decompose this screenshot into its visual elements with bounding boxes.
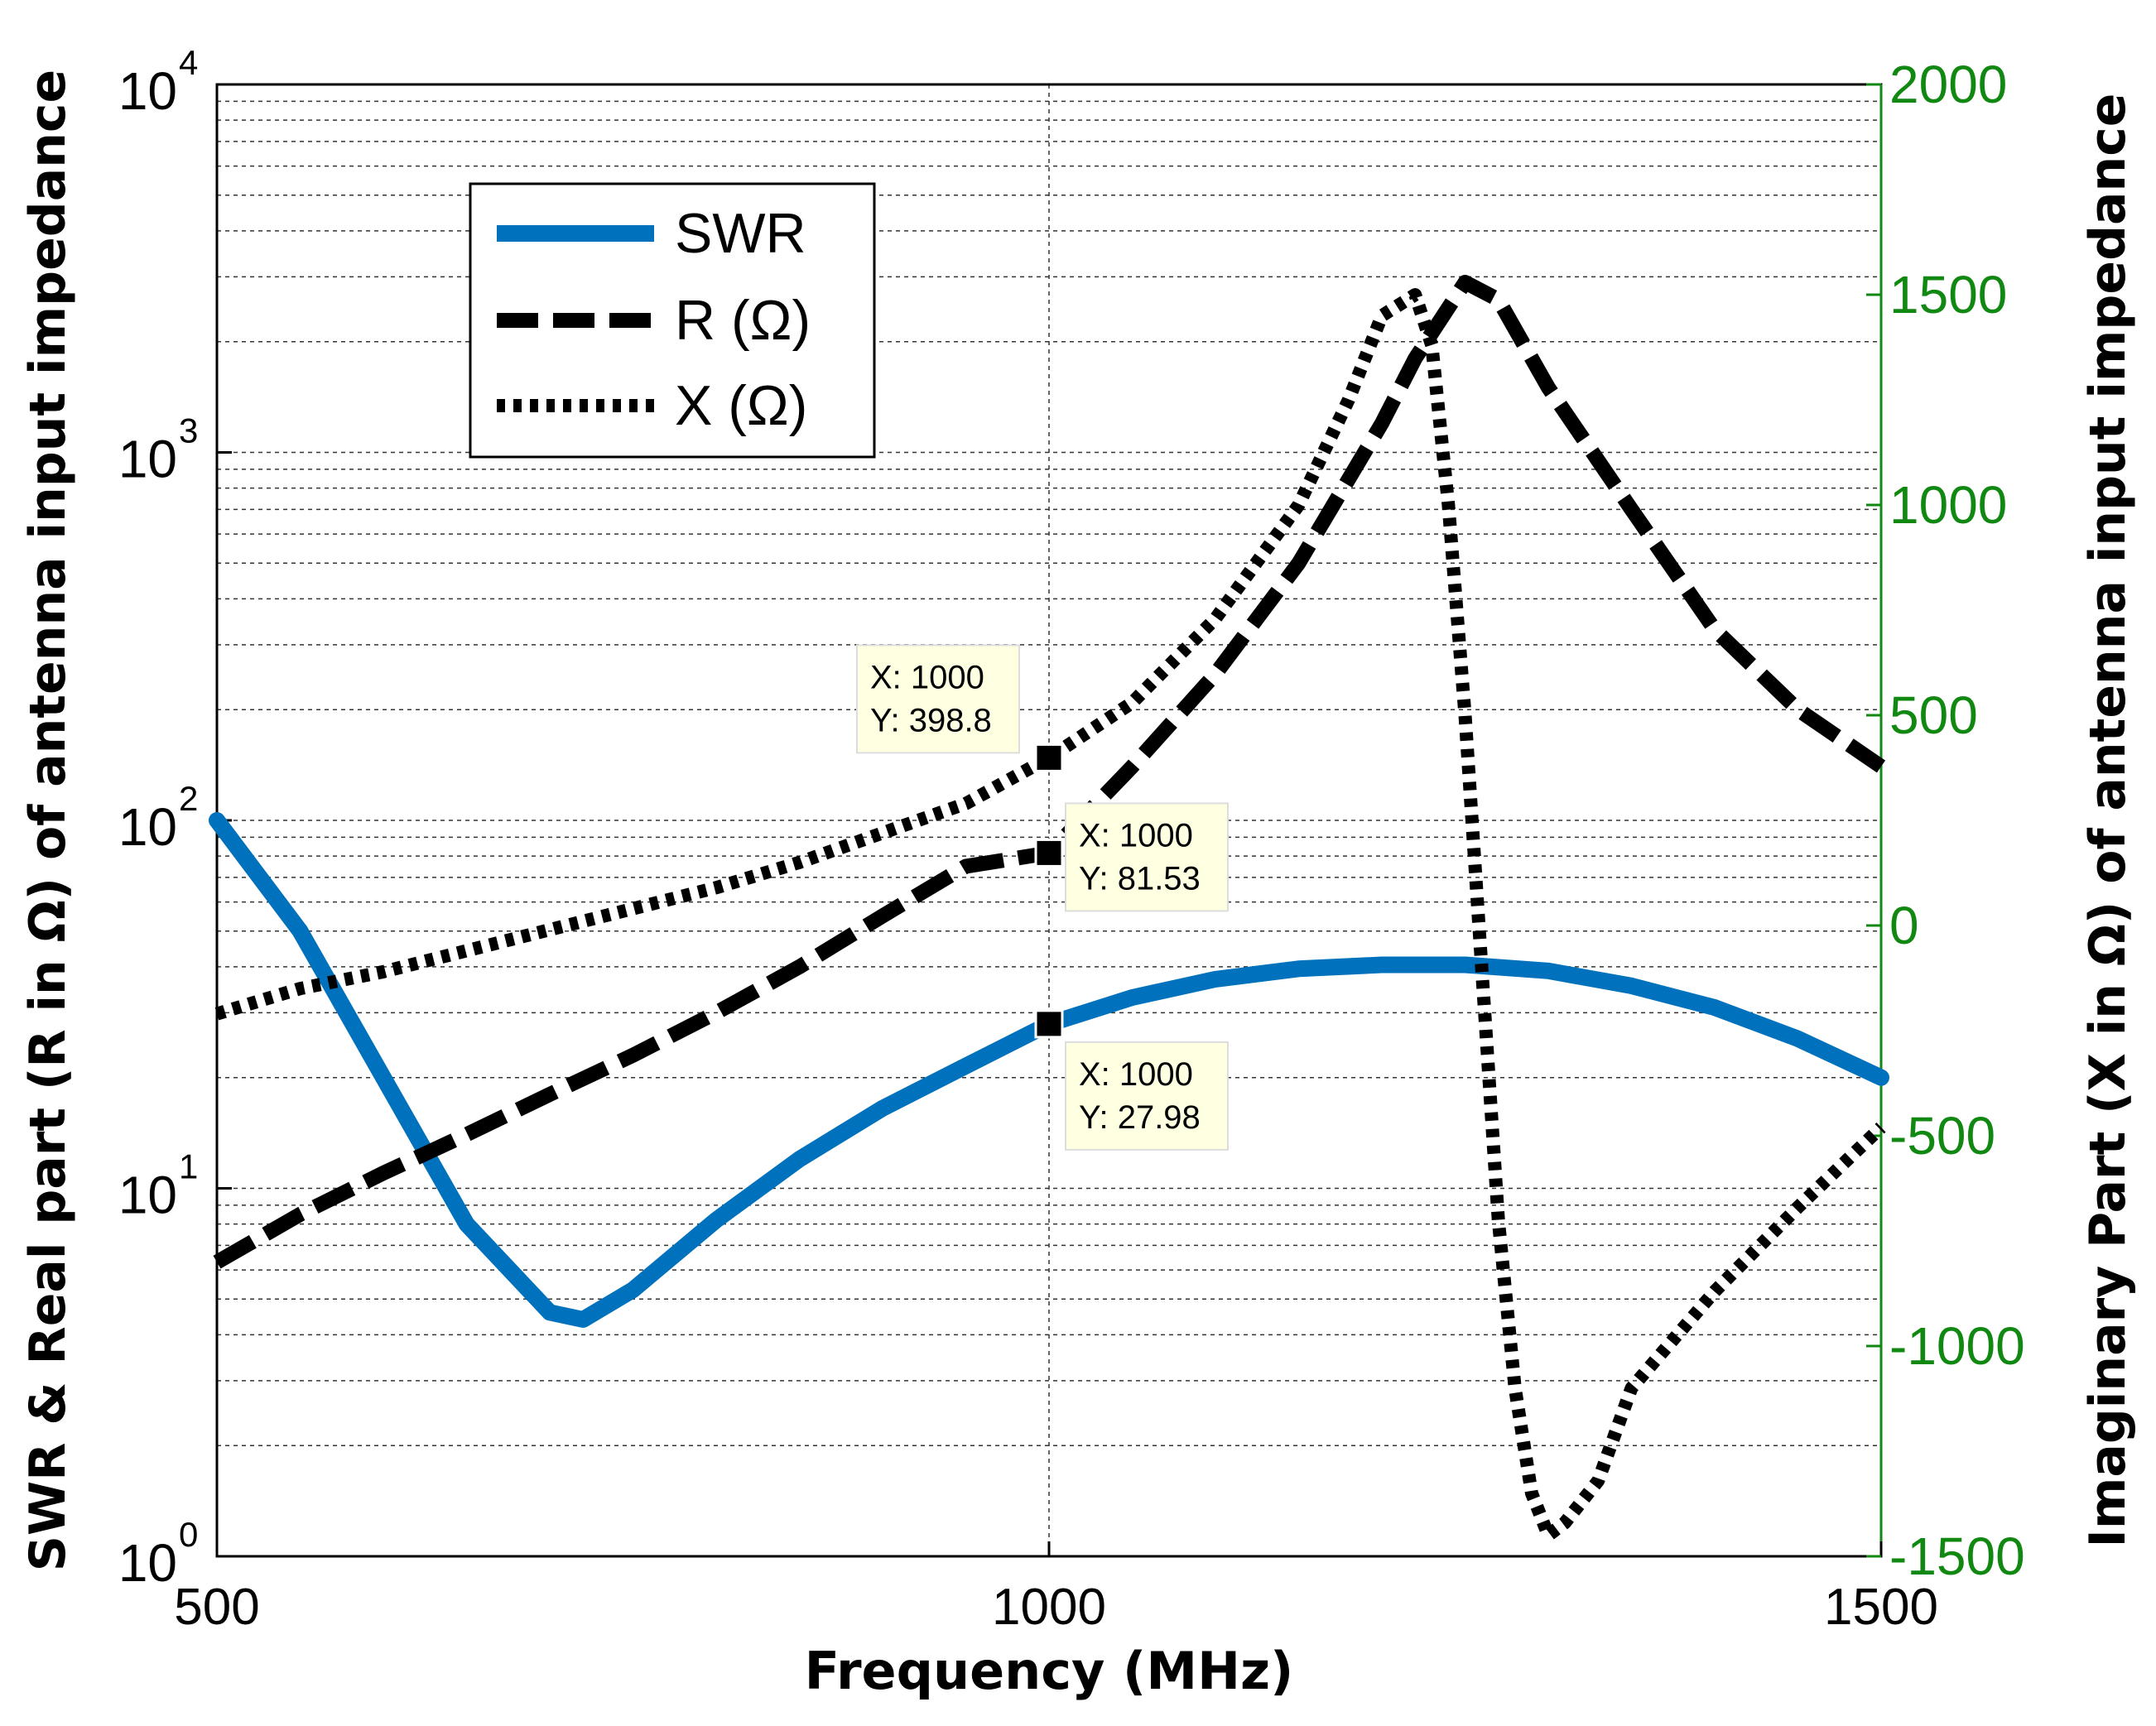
datatip-x-label: X: 1000 — [1079, 1056, 1193, 1093]
series-layer — [209, 275, 1889, 1542]
y-left-tick-label: 10 — [118, 1166, 177, 1225]
series-line-x — [214, 288, 1886, 1542]
y-left-tick-exponent: 4 — [179, 43, 198, 82]
datatip-x-label: X: 1000 — [870, 659, 984, 695]
datatip-marker — [1034, 743, 1064, 772]
y-left-tick-exponent: 1 — [179, 1147, 198, 1186]
y-right-tick-label: -500 — [1889, 1106, 1995, 1166]
y-right-tick-label: 2000 — [1889, 55, 2007, 114]
x-tick-label: 1500 — [1824, 1579, 1938, 1636]
x-axis-label: Frequency (MHz) — [805, 1641, 1294, 1701]
y-right-tick-label: -1500 — [1889, 1526, 2025, 1586]
legend-label-r: R (Ω) — [675, 289, 811, 352]
y-axis-left-label: SWR & Real part (R in Ω) of antenna inpu… — [19, 70, 77, 1571]
datatip-y-label: Y: 27.98 — [1079, 1099, 1201, 1136]
y-left-tick-exponent: 2 — [179, 779, 198, 818]
y-left-tick-label: 10 — [118, 797, 177, 857]
datatip-marker — [1034, 838, 1064, 868]
grid — [217, 84, 1881, 1556]
y-left-tick-exponent: 3 — [179, 411, 198, 450]
series-line-swr — [209, 812, 1889, 1328]
datatip-marker — [1034, 1009, 1064, 1039]
y-axis-right-label: Imaginary Part (X in Ω) of antenna input… — [2079, 94, 2137, 1548]
y-left-tick-label: 10 — [118, 61, 177, 121]
y-left-tick-label: 10 — [118, 430, 177, 489]
datatip-y-label: Y: 81.53 — [1079, 860, 1201, 897]
y-right-tick-label: 0 — [1889, 896, 1919, 955]
legend: SWR R (Ω) X (Ω) — [469, 182, 876, 459]
datatip-box — [1065, 802, 1229, 912]
datatip-y-label: Y: 398.8 — [870, 702, 992, 738]
datatip-box — [1065, 1041, 1229, 1151]
legend-label-x: X (Ω) — [675, 374, 807, 437]
x-tick-label: 1000 — [992, 1579, 1106, 1636]
y-left-tick-exponent: 0 — [179, 1515, 198, 1554]
datatip-box — [856, 644, 1020, 754]
datatip-x-label: X: 1000 — [1079, 817, 1193, 853]
y-left-tick-label: 10 — [118, 1533, 177, 1593]
legend-label-swr: SWR — [675, 202, 806, 265]
x-tick-label: 500 — [174, 1579, 259, 1636]
data-tips: X: 1000 Y: 398.8 X: 1000 Y: 81.53 X: 1000 Y: … — [856, 644, 1229, 1151]
y-right-tick-label: -1000 — [1889, 1316, 2025, 1376]
y-right-tick-label: 500 — [1889, 685, 1978, 745]
y-right-tick-label: 1000 — [1889, 475, 2007, 535]
series-line-r — [213, 275, 1886, 1269]
y-right-tick-label: 1500 — [1889, 265, 2007, 325]
